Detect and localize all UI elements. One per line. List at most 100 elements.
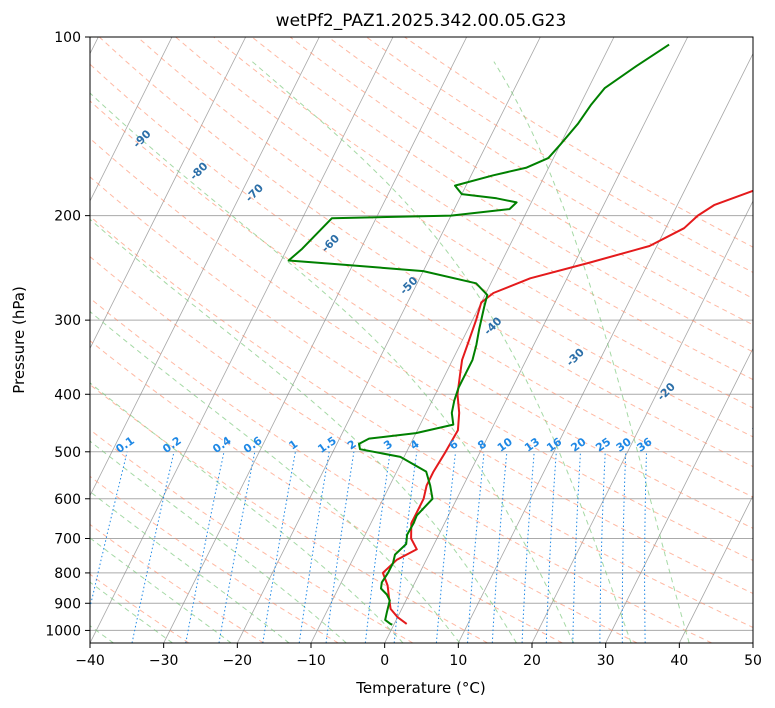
mixing-ratio-line <box>364 451 391 643</box>
mixing-ratio-label: 0.1 <box>113 434 136 456</box>
dry-adiabat-line <box>404 37 753 248</box>
dry-adiabat-line <box>90 137 753 562</box>
adiabat-label: -100 <box>65 56 94 85</box>
x-tick-label: 10 <box>449 653 467 669</box>
x-tick-label: 30 <box>597 653 615 669</box>
isotherm-line <box>90 37 173 202</box>
chart-title: wetPf2_PAZ1.2025.342.00.05.G23 <box>276 11 567 31</box>
moist-adiabat-line <box>90 581 173 643</box>
dewpoint-profile-line <box>287 43 670 626</box>
dry-adiabat-line <box>327 37 753 299</box>
mixing-ratio-line <box>435 451 457 643</box>
isotherm-line <box>457 52 753 643</box>
dry-adiabat-line <box>213 37 753 381</box>
x-tick-label: −30 <box>149 653 179 669</box>
mixing-ratio-line <box>644 451 647 643</box>
mixing-ratio-line <box>467 451 485 643</box>
dry-adiabat-line <box>366 37 753 273</box>
adiabat-label: -20 <box>655 380 678 403</box>
x-tick-label: 50 <box>744 653 762 669</box>
line-labels: 0.1 0.2 0.4 0.6 1 1.5 2 3 4 6 8 10 13 16 20 25 30 36-100-… <box>65 56 770 456</box>
mixing-ratio-label: 0.6 <box>241 434 265 456</box>
temperature-profile-line <box>381 189 753 625</box>
x-tick-label: 0 <box>380 653 389 669</box>
dry-adiabat-line <box>90 475 339 643</box>
mixing-ratio-label: 3 <box>381 437 395 452</box>
x-tick-label: 40 <box>670 653 688 669</box>
adiabat-label: -80 <box>187 159 210 182</box>
x-tick-label: −40 <box>75 653 105 669</box>
y-tick-label: 800 <box>54 566 81 582</box>
y-tick-label: 600 <box>54 492 81 508</box>
isotherm-line <box>384 37 689 643</box>
dry-adiabat-line <box>90 100 753 529</box>
axes: −40 −30 −20 −10 0 10 20 30 40 5010020030040050060… <box>45 30 762 669</box>
moist-adiabat-line <box>90 218 517 643</box>
adiabat-label: -10 <box>747 410 770 433</box>
plot-frame <box>89 36 754 644</box>
isotherm-line <box>90 37 247 350</box>
mixing-ratio-label: 8 <box>475 437 489 452</box>
dry-adiabat-line <box>90 63 753 498</box>
mixing-ratio-line <box>599 451 606 643</box>
moist-adiabat-line <box>251 61 632 643</box>
isotherm-line <box>163 37 468 643</box>
mixing-ratio-line <box>298 451 330 643</box>
mixing-ratio-line <box>218 451 256 643</box>
y-tick-label: 200 <box>54 209 81 225</box>
adiabat-label: -50 <box>397 274 420 297</box>
dry-adiabat-line <box>90 573 190 643</box>
mixing-ratio-label: 6 <box>447 437 461 452</box>
mixing-ratio-line <box>185 451 225 643</box>
y-tick-label: 500 <box>54 445 81 461</box>
isotherm-line <box>605 347 753 643</box>
mixing-ratio-label: 2 <box>345 437 359 452</box>
mixing-ratio-label: 1.5 <box>315 434 338 456</box>
mixing-ratio-line <box>393 451 418 643</box>
y-tick-label: 300 <box>54 313 81 329</box>
mixing-ratio-line <box>90 451 128 610</box>
dry-adiabat-line <box>90 215 753 628</box>
x-axis-label: Temperature (°C) <box>355 679 485 697</box>
dry-adiabat-line <box>90 523 264 643</box>
y-axis-label: Pressure (hPa) <box>10 286 28 394</box>
dry-adiabat-line <box>90 429 414 643</box>
y-tick-label: 1000 <box>45 623 81 639</box>
mixing-ratio-line <box>325 451 355 643</box>
series-lines <box>287 43 753 626</box>
y-tick-label: 100 <box>54 30 81 46</box>
moist-adiabat-line <box>90 310 461 643</box>
isotherm-line <box>678 494 753 643</box>
isotherm-line <box>90 37 320 497</box>
dry-adiabat-line <box>90 340 563 643</box>
moist-adiabat-line <box>90 491 290 643</box>
isotherm-line <box>236 37 541 643</box>
mixing-ratio-label: 0.4 <box>210 434 234 456</box>
dry-adiabat-line <box>251 37 753 353</box>
x-tick-label: −20 <box>223 653 253 669</box>
mixing-ratio-line <box>131 451 175 643</box>
dry-adiabat-line <box>175 37 753 409</box>
mixing-ratio-line <box>621 451 627 643</box>
mixing-ratio-line <box>491 451 508 643</box>
x-tick-label: −10 <box>296 653 326 669</box>
dry-adiabat-line <box>90 256 712 643</box>
isotherm-line <box>752 642 753 643</box>
dry-adiabat-line <box>90 176 753 595</box>
mixing-ratio-line <box>521 451 535 643</box>
isotherm-line <box>531 200 753 643</box>
mixing-ratio-line <box>572 451 581 643</box>
background-lines <box>90 37 753 643</box>
adiabat-label: -70 <box>243 181 266 204</box>
isotherm-line <box>90 37 394 643</box>
y-tick-label: 700 <box>54 532 81 548</box>
mixing-ratio-label: 4 <box>408 437 422 452</box>
x-tick-label: 20 <box>523 653 541 669</box>
moist-adiabat-line <box>90 537 232 643</box>
y-tick-label: 900 <box>54 596 81 612</box>
moist-adiabat-line <box>90 92 575 643</box>
adiabat-label: -30 <box>564 346 587 369</box>
dry-adiabat-line <box>289 37 753 326</box>
mixing-ratio-line <box>545 451 557 643</box>
